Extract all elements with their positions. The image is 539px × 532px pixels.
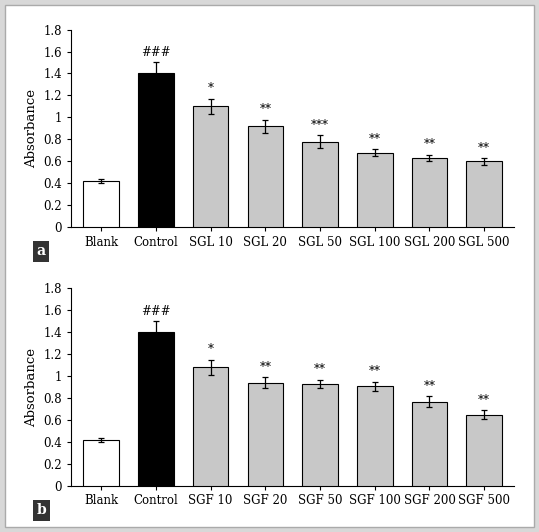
Y-axis label: Absorbance: Absorbance (25, 89, 38, 168)
Text: **: ** (369, 365, 381, 378)
Bar (193, 106, 229, 227)
Text: **: ** (424, 380, 436, 393)
Text: ###: ### (141, 305, 171, 318)
Y-axis label: Absorbance: Absorbance (25, 348, 38, 427)
Bar (138, 73, 174, 227)
Bar (357, 153, 392, 227)
Bar (302, 384, 338, 486)
Bar (357, 386, 392, 486)
Text: **: ** (314, 363, 326, 376)
Text: a: a (37, 244, 46, 258)
Bar (247, 383, 283, 486)
Bar (84, 181, 119, 227)
Bar (193, 368, 229, 486)
Text: **: ** (478, 394, 490, 407)
Bar (302, 142, 338, 227)
Bar (138, 332, 174, 486)
Bar (412, 158, 447, 227)
Text: **: ** (369, 133, 381, 146)
Text: **: ** (478, 142, 490, 155)
Bar (412, 402, 447, 486)
Bar (84, 440, 119, 486)
Text: ###: ### (141, 46, 171, 59)
Bar (247, 126, 283, 227)
Text: **: ** (259, 361, 271, 374)
Text: ***: *** (311, 119, 329, 132)
Text: **: ** (424, 138, 436, 152)
Bar (466, 415, 502, 486)
Bar (466, 161, 502, 227)
Text: *: * (208, 344, 213, 356)
Text: *: * (208, 82, 213, 95)
Text: **: ** (259, 103, 271, 117)
Text: b: b (37, 503, 46, 517)
